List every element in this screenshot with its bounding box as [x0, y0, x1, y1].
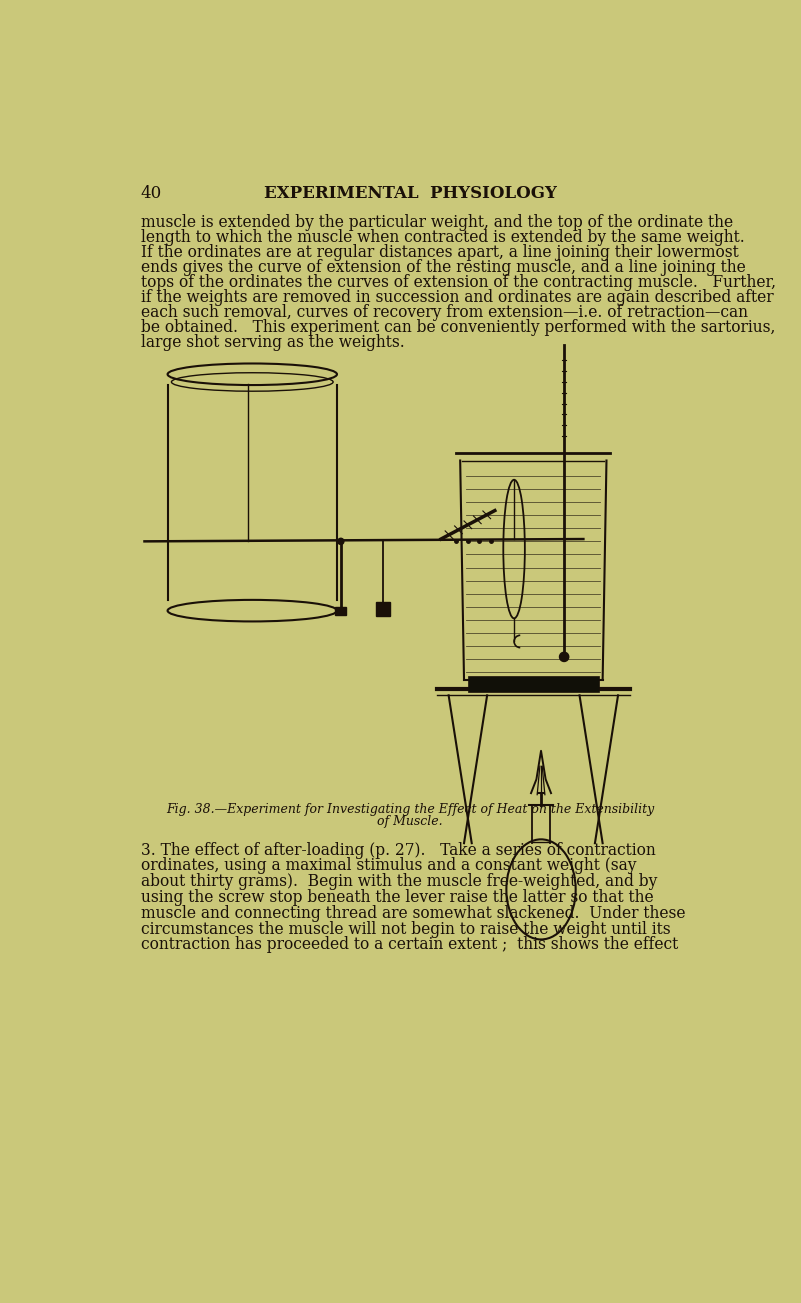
Text: of Muscle.: of Muscle.: [377, 816, 443, 829]
Circle shape: [338, 538, 344, 545]
Text: tops of the ordinates the curves of extension of the contracting muscle.   Furth: tops of the ordinates the curves of exte…: [141, 274, 775, 291]
Text: length to which the muscle when contracted is extended by the same weight.: length to which the muscle when contract…: [141, 229, 744, 246]
Bar: [336, 607, 346, 615]
Text: muscle and connecting thread are somewhat slackened.  Under these: muscle and connecting thread are somewha…: [141, 904, 685, 921]
Text: each such removal, curves of recovery from extension—i.e. of retraction—can: each such removal, curves of recovery fr…: [141, 304, 747, 322]
Text: about thirty grams).  Begin with the muscle free-weighted, and by: about thirty grams). Begin with the musc…: [141, 873, 657, 890]
Text: ordinates, using a maximal stimulus and a constant weight (say: ordinates, using a maximal stimulus and …: [141, 857, 636, 874]
Text: contraction has proceeded to a certain extent ;  this shows the effect: contraction has proceeded to a certain e…: [141, 937, 678, 954]
Text: 3. The effect of after-loading (p. 27).   Take a series of contraction: 3. The effect of after-loading (p. 27). …: [141, 842, 655, 859]
Text: If the ordinates are at regular distances apart, a line joining their lowermost: If the ordinates are at regular distance…: [141, 244, 739, 261]
Text: circumstances the muscle will not begin to raise the weight until its: circumstances the muscle will not begin …: [141, 921, 670, 938]
Bar: [376, 602, 390, 616]
Text: EXPERIMENTAL  PHYSIOLOGY: EXPERIMENTAL PHYSIOLOGY: [264, 185, 557, 202]
Text: if the weights are removed in succession and ordinates are again described after: if the weights are removed in succession…: [141, 289, 773, 306]
Text: large shot serving as the weights.: large shot serving as the weights.: [141, 335, 405, 352]
Text: Fig. 38.—Experiment for Investigating the Effect of Heat on the Extensibility: Fig. 38.—Experiment for Investigating th…: [166, 803, 654, 816]
Text: 40: 40: [141, 185, 162, 202]
Text: muscle is extended by the particular weight, and the top of the ordinate the: muscle is extended by the particular wei…: [141, 214, 733, 231]
Bar: [468, 676, 599, 692]
Text: be obtained.   This experiment can be conveniently performed with the sartorius,: be obtained. This experiment can be conv…: [141, 319, 775, 336]
Circle shape: [560, 653, 569, 662]
Text: ends gives the curve of extension of the resting muscle, and a line joining the: ends gives the curve of extension of the…: [141, 259, 746, 276]
Text: using the screw stop beneath the lever raise the latter so that the: using the screw stop beneath the lever r…: [141, 889, 654, 906]
